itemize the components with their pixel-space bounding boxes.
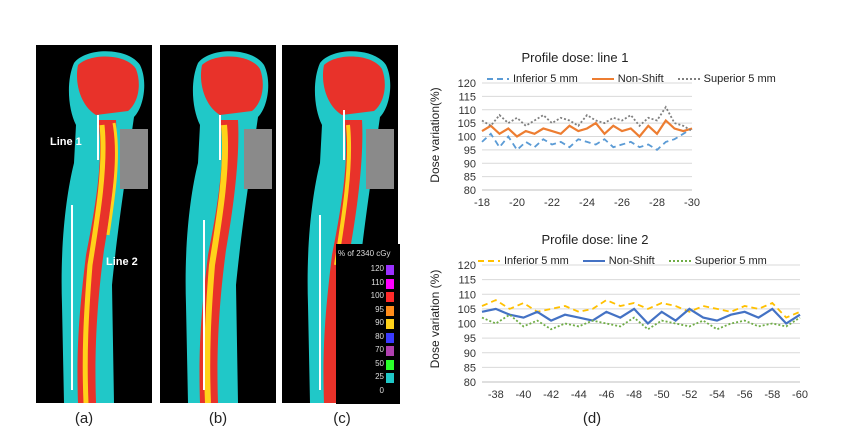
colorbar-swatch: [386, 265, 394, 275]
colorbar-title: % of 2340 cGy: [338, 249, 391, 258]
ct-panel-a: [36, 45, 152, 403]
panel-label-d: (d): [582, 410, 602, 427]
y-tick-label: 105: [458, 118, 476, 130]
colorbar-level-value: 95: [375, 304, 384, 314]
colorbar-level: 100: [340, 291, 396, 303]
y-tick-label: 115: [458, 275, 476, 287]
y-tick-label: 100: [458, 132, 476, 144]
chart1-title: Profile dose: line 1: [521, 50, 629, 65]
colorbar-level-value: 50: [375, 358, 384, 368]
colorbar-level: 0: [340, 386, 396, 398]
colorbar-level: 50: [340, 359, 396, 371]
colorbar-level-value: 25: [375, 372, 384, 381]
y-tick-label: 85: [464, 362, 476, 374]
colorbar-swatch: [386, 373, 394, 383]
x-tick-label: -26: [614, 197, 630, 209]
x-tick-label: -18: [474, 197, 490, 209]
chart1-legend: Inferior 5 mm Non-Shift Superior 5 mm: [487, 73, 776, 85]
x-tick-label: -24: [579, 197, 595, 209]
y-tick-label: 95: [464, 145, 476, 157]
x-tick-label: -44: [571, 389, 587, 401]
series-line-1: [481, 299, 801, 319]
x-tick-label: -40: [516, 389, 532, 401]
x-tick-label: -48: [626, 389, 642, 401]
x-tick-label: -52: [681, 389, 697, 401]
colorbar-level-value: 110: [371, 277, 384, 287]
x-tick-label: -56: [737, 389, 753, 401]
y-tick-label: 110: [458, 105, 476, 117]
colorbar-level: 95: [340, 305, 396, 317]
colorbar-level-value: 0: [379, 385, 384, 395]
y-tick-label: 85: [464, 172, 476, 184]
colorbar-level-value: 100: [370, 291, 384, 300]
line1-annotation: Line 1: [50, 136, 82, 148]
ct-sagittal-image-a: [61, 51, 148, 403]
x-tick-label: -50: [654, 389, 670, 401]
x-tick-label: -20: [509, 197, 525, 209]
chart1-legend-item-inferior: Inferior 5 mm: [487, 73, 578, 85]
chart1-legend-item-nonshift: Non-Shift: [591, 73, 664, 85]
ct-panel-b: [160, 45, 276, 403]
chart2-legend-item-nonshift: Non-Shift: [582, 255, 655, 267]
colorbar-swatch: [386, 278, 394, 289]
ct-sagittal-image-b: [185, 51, 272, 403]
y-tick-label: 90: [464, 348, 476, 360]
x-tick-label: -60: [792, 389, 808, 401]
x-tick-label: -54: [709, 389, 725, 401]
colorbar-level: 110: [340, 278, 396, 290]
panel-label-a: (a): [74, 410, 94, 427]
series-line-2: [481, 118, 693, 139]
y-tick-label: 120: [458, 78, 476, 90]
colorbar-level: 25: [340, 372, 396, 384]
colorbar-level: 90: [340, 318, 396, 330]
colorbar-swatch: [386, 292, 394, 302]
x-tick-label: -38: [488, 389, 504, 401]
panel-label-b: (b): [208, 410, 228, 427]
colorbar-level-value: 70: [375, 345, 384, 354]
chart2-legend: Inferior 5 mm Non-Shift Superior 5 mm: [478, 255, 767, 267]
chart1-legend-item-superior: Superior 5 mm: [677, 73, 776, 85]
y-tick-label: 115: [458, 91, 476, 103]
series-line-1: [481, 127, 693, 152]
y-tick-label: 80: [464, 377, 476, 389]
y-tick-label: 80: [464, 185, 476, 197]
chart2-legend-item-inferior: Inferior 5 mm: [478, 255, 569, 267]
colorbar-swatch: [386, 319, 394, 329]
colorbar-level: 120: [340, 264, 396, 276]
chart2-title: Profile dose: line 2: [541, 232, 649, 247]
colorbar-swatch: [386, 386, 394, 397]
colorbar-swatch: [386, 332, 394, 343]
y-tick-label: 90: [464, 158, 476, 170]
colorbar-swatch: [386, 359, 394, 370]
colorbar-level: 80: [340, 332, 396, 344]
y-tick-label: 105: [458, 304, 476, 316]
chart2-legend-item-superior: Superior 5 mm: [668, 255, 767, 267]
line2-annotation: Line 2: [106, 256, 138, 268]
series-line-3: [481, 105, 693, 132]
panel-label-c: (c): [333, 410, 351, 427]
y-tick-label: 120: [458, 260, 476, 272]
x-tick-label: -22: [544, 197, 560, 209]
dose-colorbar: % of 2340 cGy 120 110 100 95 90 80 70 50 25 0: [336, 244, 400, 404]
series-line-2: [481, 307, 801, 326]
colorbar-level-value: 90: [375, 318, 384, 327]
x-tick-label: -42: [543, 389, 559, 401]
colorbar-swatch: [386, 305, 394, 316]
colorbar-level-value: 80: [375, 331, 384, 341]
x-tick-label: -30: [684, 197, 700, 209]
x-tick-label: -46: [598, 389, 614, 401]
colorbar-swatch: [386, 346, 394, 356]
y-tick-label: 100: [458, 319, 476, 331]
colorbar-level: 70: [340, 345, 396, 357]
chart2-plot: 120 115 110 105 100 95 90 85 80 -38 -40 -42 -44 -46 -4…: [458, 260, 808, 401]
x-tick-label: -28: [649, 197, 665, 209]
colorbar-level-value: 120: [370, 264, 384, 273]
y-tick-label: 110: [458, 289, 476, 301]
x-tick-label: -58: [764, 389, 780, 401]
y-tick-label: 95: [464, 333, 476, 345]
